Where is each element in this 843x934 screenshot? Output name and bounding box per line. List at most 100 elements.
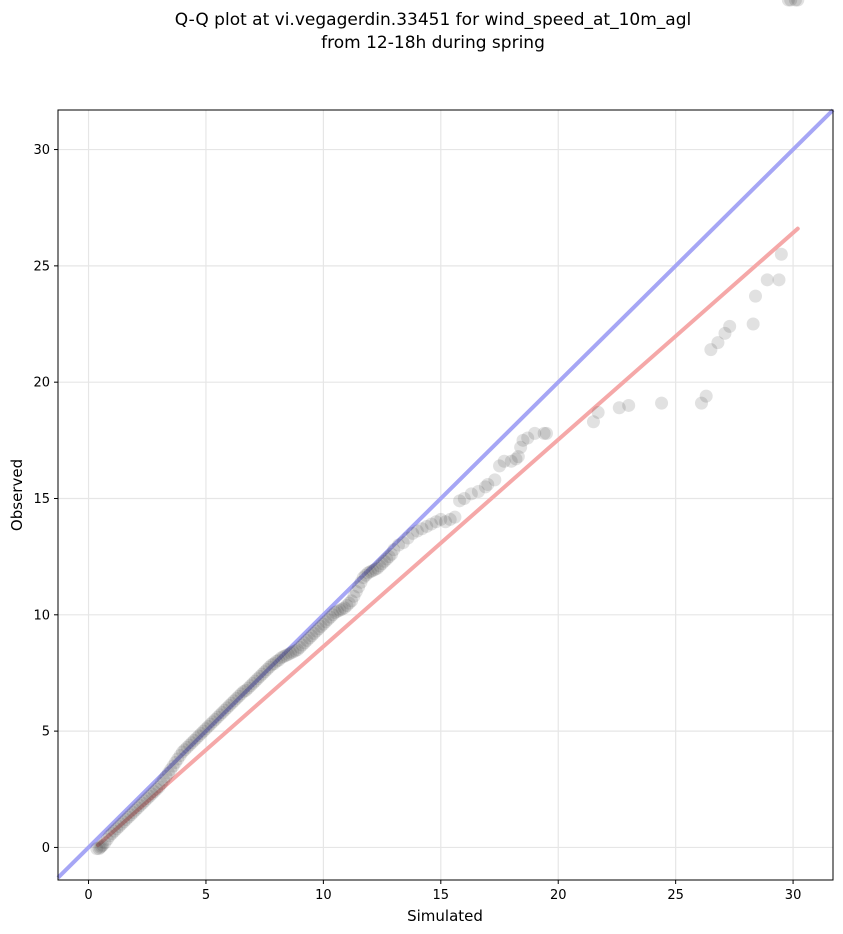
- data-point: [784, 0, 798, 7]
- data-point: [143, 789, 157, 803]
- data-point: [478, 480, 492, 494]
- data-point: [723, 319, 737, 333]
- y-tick-label: 20: [33, 376, 50, 391]
- data-point: [260, 662, 274, 676]
- data-point: [694, 396, 708, 410]
- data-point: [504, 454, 518, 468]
- data-point: [443, 512, 457, 526]
- data-point: [147, 785, 161, 799]
- data-point: [298, 636, 312, 650]
- data-point: [622, 398, 636, 412]
- x-axis-ticks: 0 5 10 15 20 25 30: [84, 880, 801, 903]
- data-point: [699, 389, 713, 403]
- data-point: [222, 699, 236, 713]
- data-point: [96, 838, 110, 852]
- data-point: [150, 782, 164, 796]
- data-point: [521, 431, 535, 445]
- data-point: [291, 643, 305, 657]
- data-point: [377, 554, 391, 568]
- fit-line: [95, 226, 800, 848]
- data-point: [488, 473, 502, 487]
- data-point: [415, 522, 429, 536]
- data-point: [354, 575, 368, 589]
- data-point: [94, 839, 108, 853]
- data-point: [136, 796, 150, 810]
- data-point: [112, 819, 126, 833]
- data-point: [126, 806, 140, 820]
- data-point: [284, 646, 297, 660]
- data-point: [251, 672, 265, 686]
- data-point: [232, 689, 246, 703]
- y-tick-label: 15: [33, 492, 50, 507]
- data-point: [168, 756, 182, 770]
- data-point: [464, 487, 478, 501]
- data-point: [276, 650, 290, 664]
- data-point: [258, 665, 272, 679]
- data-point: [392, 538, 406, 552]
- data-point: [746, 317, 760, 331]
- x-tick-label: 5: [202, 888, 210, 903]
- grid-lines: [58, 110, 833, 880]
- data-point: [204, 717, 218, 731]
- data-point: [772, 273, 786, 287]
- data-point: [272, 653, 286, 667]
- data-point: [190, 731, 204, 745]
- data-point: [157, 773, 171, 787]
- data-point: [330, 604, 344, 618]
- data-point: [328, 605, 342, 619]
- data-point: [119, 813, 133, 827]
- y-tick-label: 30: [33, 143, 50, 158]
- data-point: [90, 842, 104, 856]
- data-point: [342, 596, 356, 610]
- data-point: [253, 669, 267, 683]
- data-point: [211, 710, 225, 724]
- data-point: [121, 810, 135, 824]
- data-point: [180, 740, 194, 754]
- data-point: [286, 645, 300, 659]
- data-point: [382, 550, 396, 564]
- data-point: [218, 703, 232, 717]
- data-point: [281, 647, 295, 661]
- data-point: [335, 602, 349, 616]
- data-point: [246, 676, 260, 690]
- data-point: [373, 559, 387, 573]
- data-point: [774, 247, 788, 261]
- y-axis-label: Observed: [8, 459, 26, 531]
- data-point: [255, 667, 269, 681]
- data-point: [309, 624, 323, 638]
- data-point: [152, 780, 166, 794]
- data-point: [131, 801, 145, 815]
- data-point: [497, 454, 511, 468]
- data-point: [429, 515, 443, 529]
- data-point: [93, 840, 107, 854]
- data-point: [166, 759, 180, 773]
- data-point: [293, 640, 307, 654]
- x-tick-label: 10: [315, 888, 332, 903]
- data-point: [356, 571, 370, 585]
- data-point: [791, 0, 805, 7]
- data-point: [424, 517, 438, 531]
- data-point: [239, 683, 253, 697]
- data-point: [98, 836, 112, 850]
- data-point: [434, 512, 448, 526]
- data-point: [457, 491, 471, 505]
- data-point: [323, 610, 337, 624]
- data-point: [175, 745, 189, 759]
- data-point: [274, 651, 288, 665]
- data-point: [760, 273, 774, 287]
- data-point: [227, 694, 241, 708]
- data-point: [481, 478, 495, 492]
- data-point: [187, 733, 201, 747]
- data-point: [410, 524, 424, 538]
- data-point: [326, 608, 340, 622]
- data-point: [215, 706, 229, 720]
- data-point: [295, 638, 309, 652]
- chart-title: Q-Q plot at vi.vegagerdin.33451 for wind…: [175, 10, 691, 53]
- data-point: [352, 580, 366, 594]
- data-point: [305, 629, 319, 643]
- data-point: [788, 0, 802, 7]
- data-point: [718, 326, 732, 340]
- data-point: [229, 692, 243, 706]
- data-point: [316, 617, 330, 631]
